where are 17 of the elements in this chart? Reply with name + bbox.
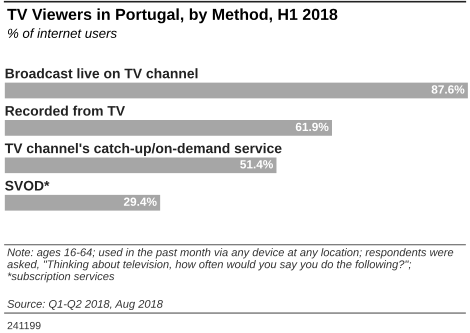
bar — [4, 194, 160, 211]
data-label: 61.9% — [296, 122, 329, 132]
data-label: 29.4% — [124, 198, 157, 206]
data-label: 87.6% — [432, 85, 464, 94]
y-tick-label: Recorded from TV — [6, 106, 125, 116]
bar — [4, 157, 276, 174]
bar — [4, 120, 332, 136]
source-note: Source: Q1-Q2 2018, Aug 2018 — [7, 300, 163, 310]
y-tick-label: TV channel's catch-up/on-demand service — [4, 143, 282, 156]
text: 241199 — [8, 322, 41, 330]
data-label: 51.4% — [240, 160, 273, 168]
y-tick-label: SVOD* — [5, 180, 50, 191]
chart-subtitle: % of internet users — [8, 28, 117, 38]
bar — [4, 82, 468, 98]
text: Note: ages 16-64; used in the past month via any device at any location; respondents were asked, "Thinking about television, how often would you say you do the following?"; *subscription services — [7, 248, 454, 282]
y-tick-label: Broadcast live on TV channel — [6, 68, 198, 78]
chart-title: TV Viewers in Portugal, by Method, H1 2018 — [7, 8, 338, 24]
